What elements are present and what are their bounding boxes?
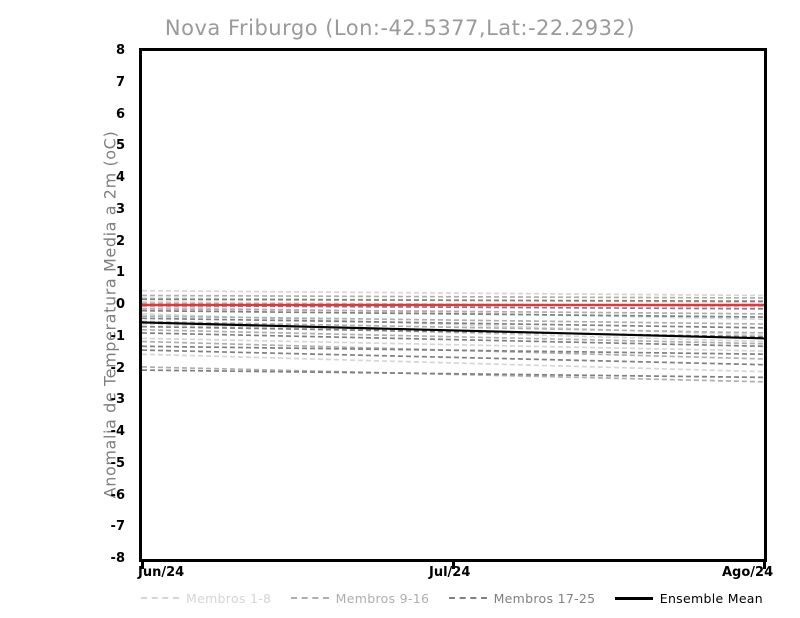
legend-item[interactable]: Membros 17-25 — [448, 590, 596, 606]
legend-swatch-2 — [290, 597, 329, 599]
series-line — [142, 294, 764, 299]
x-tick-mark — [141, 562, 144, 569]
legend-label: Membros 1-8 — [186, 590, 272, 606]
legend-label: Membros 17-25 — [493, 590, 596, 606]
legend-item[interactable]: Membros 1-8 — [141, 591, 271, 606]
y-tick-label: -7 — [110, 519, 125, 535]
y-tick-label: -5 — [110, 455, 125, 471]
y-tick-label: 5 — [115, 138, 125, 154]
legend-swatch-4 — [614, 596, 653, 600]
plot-area — [139, 48, 767, 562]
series-line — [142, 307, 764, 315]
y-tick-label: -2 — [110, 360, 125, 376]
series-line — [142, 345, 764, 356]
chart-legend: Membros 1-8 Membros 9-16 Membros 17-25 Ense… — [139, 588, 767, 608]
y-tick-label: -3 — [110, 392, 125, 408]
series-lines — [142, 289, 764, 383]
legend-item[interactable]: Membros 9-16 — [290, 590, 430, 606]
legend-swatch-1 — [141, 597, 179, 599]
x-tick-label: Ago/24 — [722, 565, 774, 580]
y-tick-label: -8 — [110, 551, 125, 566]
y-tick-label: -4 — [110, 424, 125, 439]
legend-label: Ensemble Mean — [659, 590, 763, 606]
y-tick-label: 4 — [115, 170, 125, 185]
x-tick-mark — [452, 562, 455, 569]
x-tick-mark — [763, 562, 766, 569]
series-line — [142, 289, 764, 297]
legend-swatch-3 — [448, 597, 487, 599]
ensemble-mean-line — [142, 321, 764, 340]
y-tick-label: 3 — [115, 201, 125, 217]
x-tick-label: Jun/24 — [138, 565, 185, 580]
x-tick-label: Jul/24 — [429, 565, 471, 580]
series-line — [142, 369, 764, 379]
legend-label: Membros 9-16 — [335, 590, 430, 606]
y-tick-label: 8 — [115, 43, 125, 58]
page-title: Nova Friburgo (Lon:-42.5377,Lat:-22.2932… — [164, 16, 636, 40]
y-tick-label: 7 — [115, 74, 125, 90]
legend-item[interactable]: Ensemble Mean — [614, 590, 763, 606]
y-tick-label: 2 — [115, 233, 125, 249]
y-tick-label: -6 — [110, 487, 125, 503]
y-tick-label: -1 — [110, 328, 125, 344]
y-tick-label: 1 — [115, 265, 125, 281]
y-tick-label: 6 — [115, 106, 125, 122]
y-tick-label: 0 — [115, 297, 125, 312]
series-line — [142, 298, 764, 303]
